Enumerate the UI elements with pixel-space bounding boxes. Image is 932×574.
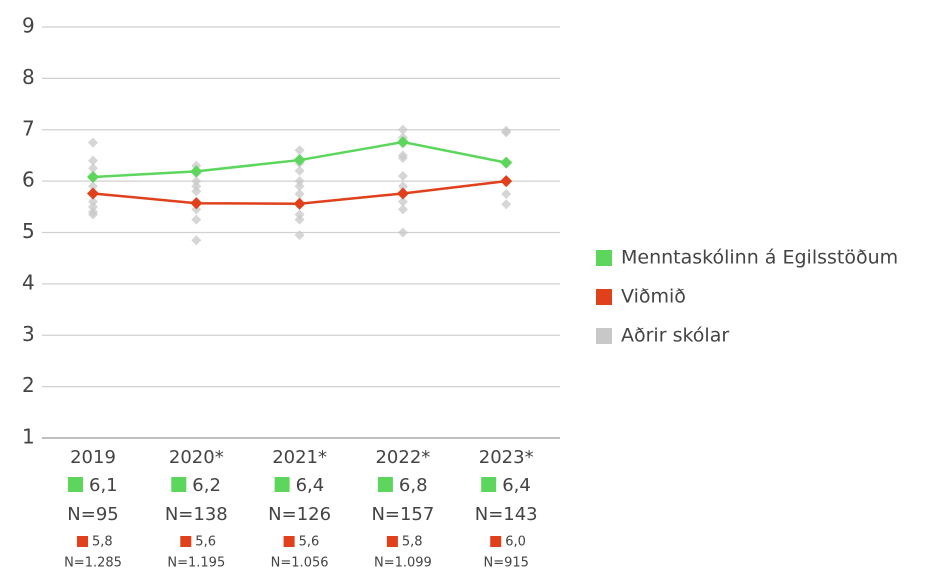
value-label: 6,2 (192, 475, 221, 496)
other-school-point (88, 181, 98, 192)
series-point (190, 197, 203, 210)
legend-swatch (596, 328, 612, 344)
other-school-point (294, 214, 305, 225)
value-label: 5,6 (299, 535, 320, 550)
other-school-point (191, 176, 202, 187)
n-label: N=1.099 (374, 556, 432, 571)
value-label: 6,1 (89, 475, 118, 496)
value-label: 6,8 (399, 475, 428, 496)
y-tick-label: 9 (22, 14, 35, 38)
other-school-point (397, 204, 408, 215)
n-label: N=915 (483, 556, 528, 571)
other-school-point (397, 153, 408, 164)
legend-label: Aðrir skólar (621, 325, 729, 347)
value-label: 5,6 (195, 535, 216, 550)
other-school-point (191, 204, 202, 215)
y-tick-label: 8 (22, 65, 35, 89)
n-label: N=143 (475, 504, 538, 525)
other-school-point (88, 137, 98, 148)
y-tick-label: 1 (22, 425, 35, 449)
other-school-point (88, 209, 98, 220)
value-label: 5,8 (402, 535, 423, 550)
n-label: N=95 (67, 504, 118, 525)
y-tick-label: 2 (22, 373, 35, 397)
other-school-point (501, 127, 512, 138)
series-point (87, 187, 99, 200)
legend-swatch (481, 477, 497, 492)
y-tick-label: 3 (22, 322, 35, 346)
other-school-point (191, 186, 202, 197)
legend-swatch (68, 477, 83, 492)
n-label: N=1.195 (167, 556, 225, 571)
series-point (293, 197, 306, 210)
y-tick-label: 7 (22, 116, 35, 140)
legend-swatch (596, 250, 612, 266)
value-label: 6,0 (505, 535, 526, 550)
series-point (396, 187, 409, 200)
y-tick-label: 6 (22, 168, 35, 192)
series-point (500, 175, 513, 188)
series-point (87, 171, 99, 184)
other-school-point (191, 235, 202, 246)
y-tick-label: 5 (22, 219, 35, 243)
other-school-point (88, 155, 98, 166)
series-point (500, 156, 513, 169)
n-label: N=1.056 (271, 556, 329, 571)
value-label: 6,4 (296, 475, 325, 496)
legend-swatch (377, 477, 393, 492)
other-school-point (397, 196, 408, 207)
n-label: N=126 (268, 504, 331, 525)
other-school-point (88, 201, 98, 212)
other-school-point (501, 199, 512, 210)
n-label: N=138 (165, 504, 228, 525)
other-school-point (501, 188, 512, 199)
other-school-point (397, 170, 408, 181)
other-school-point (294, 188, 305, 199)
x-tick-label: 2022* (375, 447, 430, 468)
legend-swatch (171, 477, 187, 492)
legend-swatch (386, 536, 398, 547)
x-tick-label: 2020* (169, 447, 224, 468)
other-school-point (88, 163, 98, 174)
series-point (293, 154, 306, 167)
x-tick-label: 2019 (70, 447, 116, 468)
x-tick-label: 2023* (479, 447, 534, 468)
legend-swatch (490, 536, 502, 547)
other-school-point (397, 227, 408, 238)
legend-label: Viðmið (621, 286, 686, 308)
other-school-point (294, 176, 305, 187)
other-school-point (397, 124, 408, 135)
other-school-point (191, 181, 202, 192)
other-school-point (294, 209, 305, 220)
legend-swatch (596, 289, 612, 305)
other-school-point (88, 196, 98, 207)
other-school-point (294, 145, 305, 156)
legend-swatch (274, 477, 290, 492)
other-school-point (397, 181, 408, 192)
x-tick-label: 2021* (272, 447, 327, 468)
other-school-point (294, 165, 305, 176)
value-label: 5,8 (92, 535, 113, 550)
legend-swatch (77, 536, 88, 547)
y-tick-label: 4 (22, 270, 35, 294)
legend-swatch (180, 536, 192, 547)
other-school-point (191, 214, 202, 225)
n-label: N=157 (371, 504, 434, 525)
value-label: 6,4 (502, 475, 531, 496)
legend-swatch (283, 536, 295, 547)
legend-label: Menntaskólinn á Egilsstöðum (621, 247, 898, 269)
series-point (396, 136, 409, 149)
n-label: N=1.285 (64, 556, 122, 571)
series-point (190, 165, 203, 178)
other-school-point (294, 230, 305, 241)
other-school-point (294, 181, 305, 192)
